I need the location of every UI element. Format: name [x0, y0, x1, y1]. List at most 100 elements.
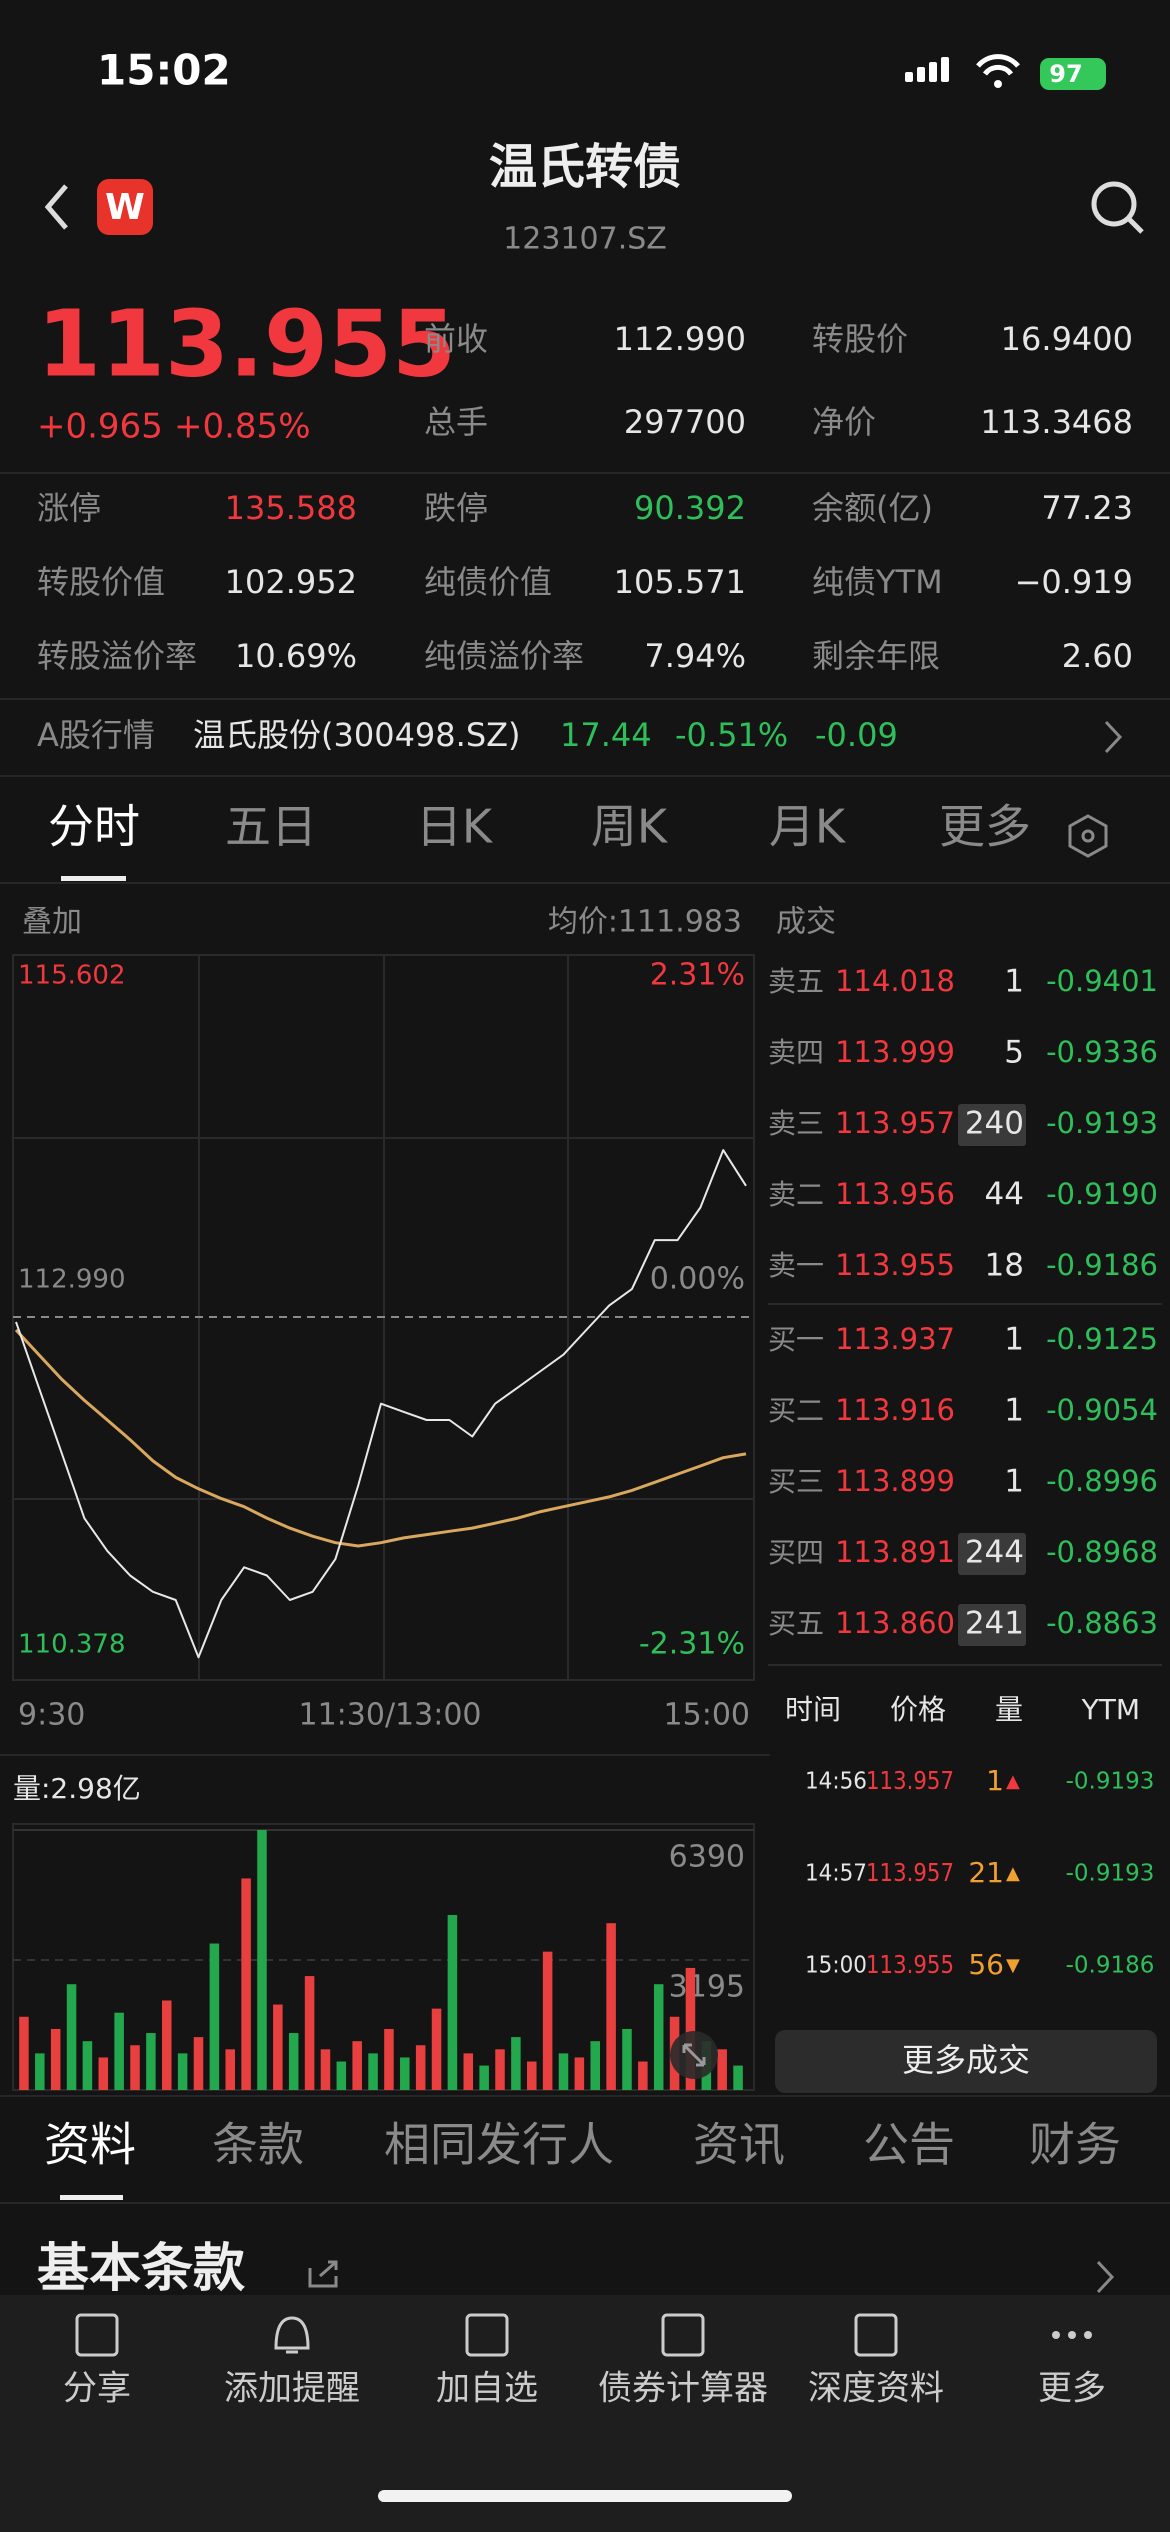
stat-value: 10.69% — [235, 637, 357, 675]
order-label: 卖二 — [768, 1178, 824, 1211]
trade-price: 113.957 — [866, 1766, 954, 1795]
order-ytm: -0.9336 — [1046, 1035, 1158, 1069]
nav-label[interactable]: 加自选 — [436, 2369, 538, 2409]
trade-arrow: ▼ — [1006, 1955, 1020, 1976]
order-label: 买四 — [768, 1536, 824, 1569]
chevron[interactable] — [1104, 720, 1123, 754]
stat-label: 余额(亿) — [812, 489, 933, 527]
overlay-label[interactable]: 叠加 — [22, 905, 82, 940]
order-ytm: -0.9190 — [1046, 1177, 1158, 1211]
order-volume: 1 — [1004, 964, 1024, 1000]
info-tab[interactable]: 相同发行人 — [384, 2118, 614, 2172]
settings-icon[interactable] — [1068, 814, 1108, 858]
chart-tab[interactable]: 日K — [416, 800, 494, 854]
volume-bar — [431, 2008, 442, 2090]
nav-label[interactable]: 更多 — [1038, 2369, 1106, 2409]
stock-name: 温氏股份(300498.SZ) — [193, 716, 521, 754]
chart-tab[interactable]: 五日 — [225, 800, 317, 854]
y-tick-label: 110.378 — [18, 1630, 126, 1660]
stat-label: 转股价 — [812, 320, 908, 358]
price-line — [15, 1149, 747, 1659]
order-price: 113.956 — [835, 1177, 955, 1211]
stat-value: 113.3468 — [980, 403, 1133, 441]
order-ytm: -0.9054 — [1046, 1393, 1158, 1427]
more-trades-label[interactable]: 更多成交 — [902, 2041, 1030, 2079]
volume-bar — [82, 2041, 93, 2090]
battery-level: 97 — [1049, 60, 1082, 88]
order-ytm: -0.9186 — [1046, 1248, 1158, 1282]
volume-bar — [622, 2028, 632, 2090]
stat-value: 2.60 — [1062, 637, 1133, 675]
order-ytm: -0.8863 — [1046, 1606, 1158, 1640]
stat-label: 纯债溢价率 — [424, 637, 584, 675]
order-volume: 241 — [965, 1606, 1024, 1642]
x-tick-label: 9:30 — [18, 1698, 85, 1733]
avg-label: 均价:111.983 — [548, 905, 742, 940]
stat-value: 77.23 — [1041, 489, 1133, 527]
volume-bar — [590, 2041, 600, 2090]
info-tab[interactable]: 资料 — [44, 2118, 136, 2172]
stock-label: A股行情 — [37, 716, 155, 754]
volume-tick-label: 3195 — [669, 1970, 745, 2005]
volume-bar — [606, 1923, 616, 2090]
volume-highlight — [958, 1604, 1026, 1646]
title: 温氏转债 — [489, 139, 681, 195]
chart-tab[interactable]: 分时 — [48, 800, 140, 854]
chevron[interactable] — [1096, 2260, 1115, 2294]
volume-bar — [66, 1984, 77, 2090]
volume-frame — [12, 1823, 755, 2091]
volume-bar — [288, 2033, 299, 2090]
stat-label: 纯债价值 — [424, 563, 552, 601]
stat-label: 转股溢价率 — [37, 637, 197, 675]
trade-ytm: -0.9193 — [1066, 1769, 1155, 1795]
order-volume: 44 — [985, 1177, 1024, 1213]
volume-tick-label: 6390 — [669, 1840, 745, 1875]
search-icon[interactable] — [1091, 181, 1137, 227]
y2-tick-label: 0.00% — [650, 1262, 745, 1297]
order-ytm: -0.8968 — [1046, 1535, 1158, 1569]
chart-tab[interactable]: 更多 — [939, 800, 1031, 854]
nav-icon — [1084, 2331, 1092, 2339]
y2-tick-label: -2.31% — [639, 1627, 745, 1662]
nav-label[interactable]: 分享 — [63, 2369, 131, 2409]
info-tab[interactable]: 财务 — [1029, 2118, 1121, 2172]
order-label: 买二 — [768, 1394, 824, 1427]
trade-arrow: ▲ — [1006, 1863, 1020, 1884]
order-label: 卖一 — [768, 1249, 824, 1282]
info-tab[interactable]: 条款 — [212, 2118, 304, 2172]
stat-label: 转股价值 — [37, 563, 165, 601]
info-tab-underline — [60, 2195, 123, 2200]
volume-bar — [638, 2061, 648, 2090]
order-price: 114.018 — [835, 964, 955, 998]
nav-label[interactable]: 添加提醒 — [224, 2369, 360, 2409]
nav-icon — [854, 2313, 898, 2357]
nav-label[interactable]: 债券计算器 — [598, 2369, 768, 2409]
nav-icon — [661, 2313, 705, 2357]
wifi-icon — [976, 54, 1020, 76]
chart-tab[interactable]: 周K — [591, 800, 669, 854]
chart-tab[interactable]: 月K — [769, 800, 847, 854]
volume-label: 量:2.98亿 — [13, 1772, 141, 1805]
more-trades-button[interactable] — [775, 2030, 1157, 2093]
order-label: 卖五 — [768, 965, 824, 998]
order-label: 买一 — [768, 1323, 824, 1356]
stat-value: 105.571 — [614, 563, 746, 601]
volume-bar — [447, 1915, 458, 2090]
stock-change: -0.09 — [815, 716, 898, 754]
nav-icon — [274, 2316, 310, 2354]
info-tab[interactable]: 公告 — [863, 2118, 955, 2172]
back-button[interactable] — [44, 184, 68, 230]
avg-line — [14, 1328, 747, 1548]
trade-header: 量 — [995, 1693, 1023, 1726]
order-label: 卖三 — [768, 1107, 824, 1140]
volume-bar — [130, 2045, 140, 2090]
volume-bar — [50, 2028, 61, 2090]
nav-label[interactable]: 深度资料 — [808, 2369, 944, 2409]
nav-icon — [1068, 2331, 1076, 2339]
volume-bar — [241, 1878, 251, 2090]
order-price: 113.955 — [835, 1248, 955, 1282]
volume-bar — [384, 2028, 394, 2090]
change: +0.965 — [37, 407, 163, 447]
info-tab[interactable]: 资讯 — [693, 2118, 785, 2172]
